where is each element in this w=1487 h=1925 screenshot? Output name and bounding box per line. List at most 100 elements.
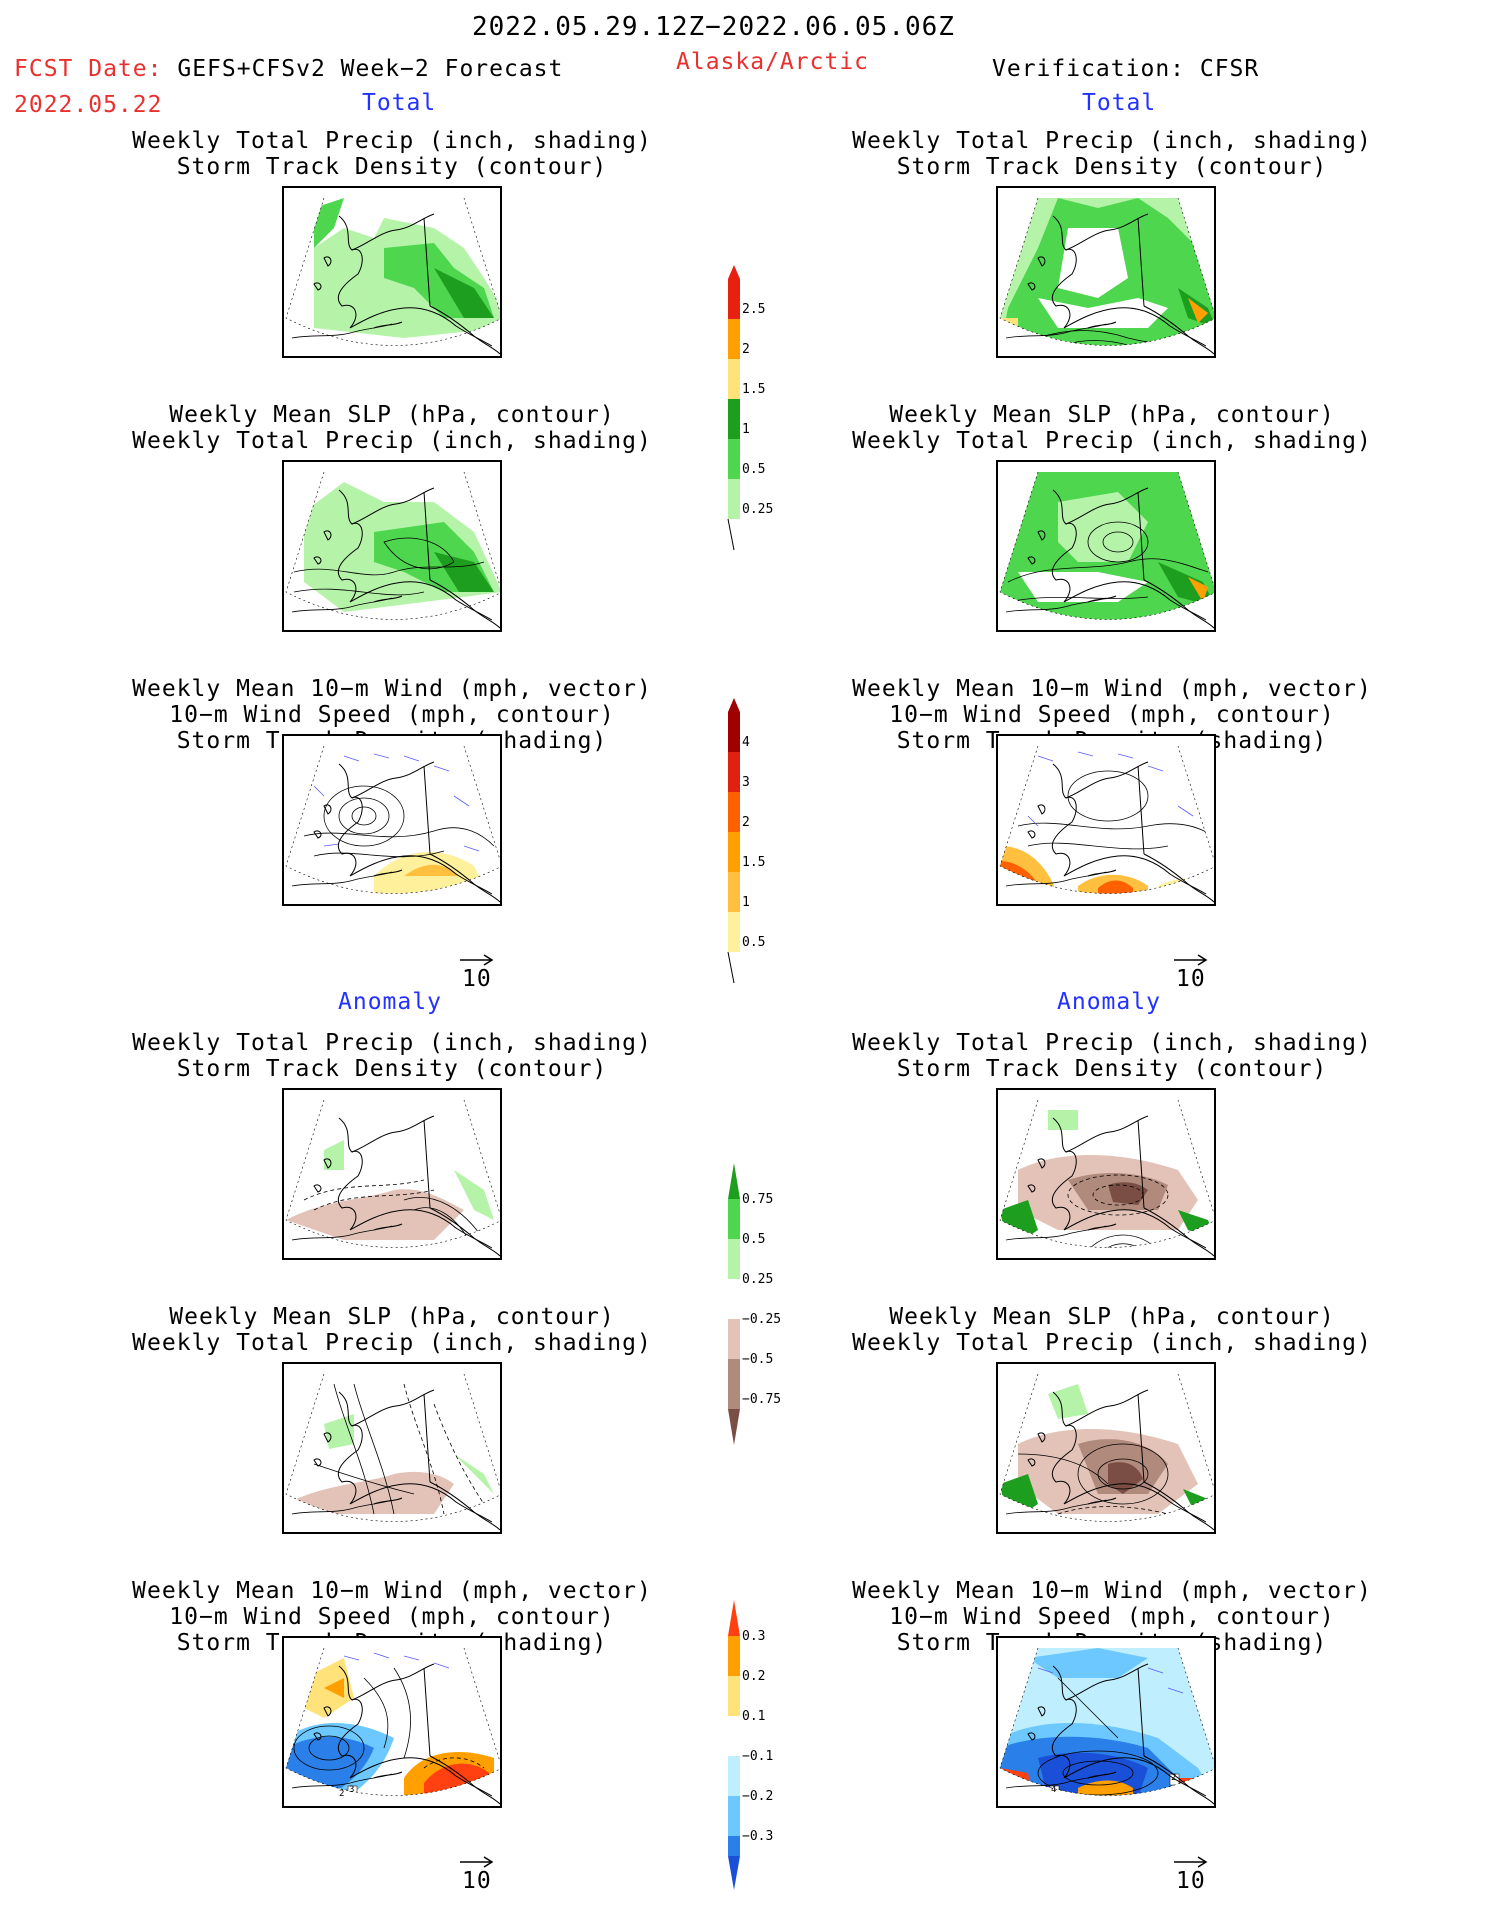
title-r1: Weekly Total Precip (inch, shading) Stor…	[832, 128, 1392, 180]
map-svg	[999, 1099, 1214, 1257]
map-verification-total-precip-storm	[996, 186, 1216, 358]
colorbar-step	[728, 1239, 740, 1279]
title-line: Weekly Mean 10−m Wind (mph, vector)	[852, 1578, 1372, 1604]
colorbar-labels: 0.3 0.2 0.1 −0.1 −0.2 −0.3	[742, 1629, 773, 1844]
colorbar-steps	[728, 279, 740, 519]
colorbar-label: −0.75	[742, 1392, 781, 1407]
colorbar-svg: 0.3 0.2 0.1 −0.1 −0.2 −0.3	[728, 1600, 773, 1890]
colorbar-step	[728, 912, 740, 952]
colorbar-label: 0.5	[742, 1232, 765, 1247]
vector-reference-label: 10	[462, 1868, 492, 1894]
vector-reference-label: 10	[1176, 966, 1206, 992]
colorbar-step	[728, 319, 740, 359]
colorbar-label: 2	[742, 815, 750, 830]
title-line: Weekly Total Precip (inch, shading)	[132, 1330, 652, 1356]
title-line: Storm Track Density (contour)	[896, 154, 1328, 180]
section-total-right: Total	[1082, 90, 1157, 116]
map-svg	[999, 471, 1214, 629]
station-label: 2	[1171, 1773, 1177, 1783]
title-line: Weekly Total Precip (inch, shading)	[132, 128, 652, 154]
title-line: 10−m Wind Speed (mph, contour)	[889, 1604, 1335, 1630]
title-line: 10−m Wind Speed (mph, contour)	[169, 1604, 615, 1630]
map-svg	[999, 1647, 1214, 1805]
colorbar-step	[728, 479, 740, 519]
colorbar-label: 0.5	[742, 462, 765, 477]
colorbar-step	[728, 1359, 740, 1399]
vector-reference-label: 10	[1176, 1868, 1206, 1894]
station-label: 4	[1051, 1785, 1057, 1795]
map-verification-anomaly-wind-storm: 4 2	[996, 1636, 1216, 1808]
colorbar-labels: 2.5 2 1.5 1 0.5 0.25	[742, 302, 773, 517]
title-r2: Weekly Mean SLP (hPa, contour) Weekly To…	[832, 402, 1392, 454]
map-verification-slp-precip	[996, 460, 1216, 632]
title-line: Weekly Total Precip (inch, shading)	[852, 1030, 1372, 1056]
map-svg	[285, 471, 500, 629]
title-l5: Weekly Mean SLP (hPa, contour) Weekly To…	[112, 1304, 672, 1356]
map-svg	[285, 1373, 500, 1531]
title-line: Weekly Total Precip (inch, shading)	[852, 128, 1372, 154]
arrow-right-icon	[460, 1856, 494, 1868]
station-label: 3	[349, 1785, 355, 1795]
colorbar-svg: 0.75 0.5 0.25 −0.25 −0.5 −0.75	[728, 1163, 781, 1445]
map-verification-wind-storm	[996, 734, 1216, 906]
vector-reference-r3: 10	[1172, 952, 1232, 992]
model-name: GEFS+CFSv2 Week−2 Forecast	[177, 56, 564, 82]
title-r5: Weekly Mean SLP (hPa, contour) Weekly To…	[832, 1304, 1392, 1356]
colorbar-label: 0.25	[742, 502, 773, 517]
section-anomaly-left: Anomaly	[338, 989, 442, 1015]
map-forecast-wind-storm	[282, 734, 502, 906]
title-line: Weekly Total Precip (inch, shading)	[132, 1030, 652, 1056]
section-anomaly-right: Anomaly	[1057, 989, 1161, 1015]
vector-reference-label: 10	[462, 966, 492, 992]
colorbar-tip-top	[728, 1600, 740, 1636]
colorbar-step	[728, 1676, 740, 1716]
colorbar-step	[728, 1199, 740, 1239]
colorbar-label: 0.75	[742, 1192, 773, 1207]
colorbar-label: 2.5	[742, 302, 765, 317]
map-svg	[999, 1373, 1214, 1531]
colorbar-step	[728, 752, 740, 792]
colorbar-anomaly-precip: 0.75 0.5 0.25 −0.25 −0.5 −0.75	[722, 1163, 832, 1453]
title-line: Storm Track Density (contour)	[896, 1056, 1328, 1082]
colorbar-label: 0.2	[742, 1669, 765, 1684]
colorbar-step	[728, 872, 740, 912]
colorbar-step	[728, 439, 740, 479]
title-line: 10−m Wind Speed (mph, contour)	[889, 702, 1335, 728]
map-forecast-total-precip-storm	[282, 186, 502, 358]
arrow-right-icon	[460, 954, 494, 966]
title-line: Weekly Mean SLP (hPa, contour)	[169, 402, 615, 428]
map-svg	[999, 197, 1214, 355]
colorbar-label: −0.5	[742, 1352, 773, 1367]
colorbar-steps	[728, 712, 740, 952]
colorbar-step	[728, 359, 740, 399]
verification-label: Verification: CFSR	[992, 56, 1260, 82]
colorbar-label: 3	[742, 775, 750, 790]
arrow-right-icon	[1174, 1856, 1208, 1868]
title-line: Storm Track Density (contour)	[176, 1056, 608, 1082]
fcst-label: FCST Date: GEFS+CFSv2 Week−2 Forecast	[14, 58, 563, 81]
colorbar-step	[728, 1796, 740, 1836]
map-forecast-anomaly-slp-precip	[282, 1362, 502, 1534]
title-l2: Weekly Mean SLP (hPa, contour) Weekly To…	[112, 402, 672, 454]
colorbar-tip-top	[728, 265, 740, 279]
colorbar-total-precip: 2.5 2 1.5 1 0.5 0.25	[722, 265, 832, 555]
colorbar-label: 4	[742, 735, 750, 750]
colorbar-tail	[727, 518, 735, 551]
colorbar-tip-bottom	[728, 1409, 740, 1445]
station-label: 2	[339, 1789, 345, 1799]
colorbar-label: −0.3	[742, 1829, 773, 1844]
map-forecast-slp-precip	[282, 460, 502, 632]
colorbar-step	[728, 1636, 740, 1676]
map-svg	[285, 745, 500, 903]
colorbar-label: −0.25	[742, 1312, 781, 1327]
colorbar-steps	[728, 1636, 740, 1856]
colorbar-labels: 0.75 0.5 0.25 −0.25 −0.5 −0.75	[742, 1192, 781, 1407]
title-line: Weekly Mean SLP (hPa, contour)	[889, 1304, 1335, 1330]
colorbar-tip-top	[728, 698, 740, 712]
section-total-left: Total	[362, 90, 437, 116]
colorbar-step	[728, 1399, 740, 1409]
colorbar-step	[728, 1756, 740, 1796]
title-line: Weekly Mean SLP (hPa, contour)	[889, 402, 1335, 428]
colorbar-label: 0.1	[742, 1709, 765, 1724]
colorbar-step	[728, 1836, 740, 1856]
